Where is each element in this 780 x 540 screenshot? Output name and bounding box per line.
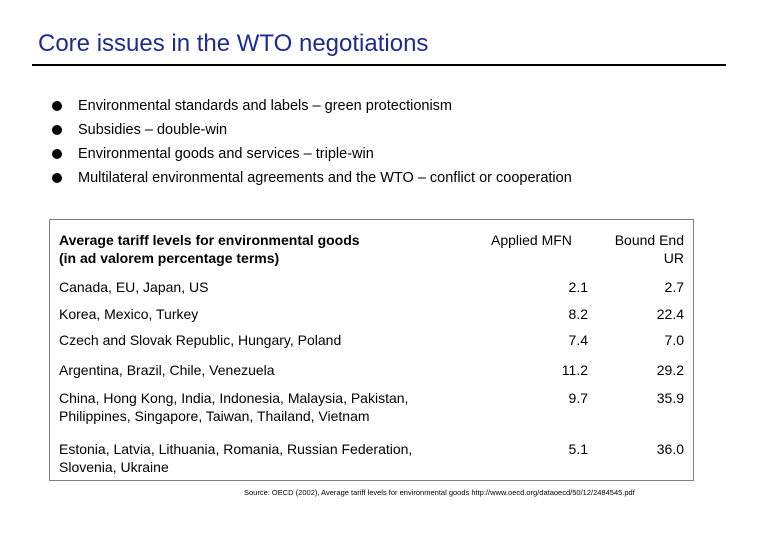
bullet-dot-icon xyxy=(52,149,62,159)
row-label-line1: Estonia, Latvia, Lithuania, Romania, Rus… xyxy=(59,441,413,457)
header-label-line1: Average tariff levels for environmental … xyxy=(59,232,360,248)
table-row-label: Korea, Mexico, Turkey xyxy=(59,306,199,322)
table-row-label: Argentina, Brazil, Chile, Venezuela xyxy=(59,362,275,378)
source-note: Source: OECD (2002), Average tariff leve… xyxy=(244,488,635,497)
page-title: Core issues in the WTO negotiations xyxy=(38,30,429,57)
table-header-applied-mfn: Applied MFN xyxy=(491,232,572,248)
table-row-label: Czech and Slovak Republic, Hungary, Pola… xyxy=(59,332,342,348)
table-header-bound-end-ur: Bound End UR xyxy=(600,231,684,267)
table-cell-mfn: 9.7 xyxy=(568,390,588,406)
table-row-label: Canada, EU, Japan, US xyxy=(59,279,209,295)
table-cell-bound: 22.4 xyxy=(656,306,684,322)
table-cell-mfn: 7.4 xyxy=(568,332,588,348)
row-label-line2: Philippines, Singapore, Taiwan, Thailand… xyxy=(59,408,370,424)
table-cell-mfn: 11.2 xyxy=(561,362,588,378)
table-cell-bound: 7.0 xyxy=(664,332,684,348)
bullet-dot-icon xyxy=(52,173,62,183)
header-label-line2: (in ad valorem percentage terms) xyxy=(59,250,280,266)
table-cell-mfn: 5.1 xyxy=(568,441,588,457)
table-cell-bound: 29.2 xyxy=(656,362,684,378)
row-label-line1: China, Hong Kong, India, Indonesia, Mala… xyxy=(59,390,409,406)
table-row-label: China, Hong Kong, India, Indonesia, Mala… xyxy=(59,389,408,425)
bullet-text: Multilateral environmental agreements an… xyxy=(78,170,572,186)
title-divider xyxy=(32,64,726,66)
table-cell-mfn: 8.2 xyxy=(568,306,588,322)
bullet-text: Subsidies – double-win xyxy=(78,122,228,138)
bullet-dot-icon xyxy=(52,125,62,135)
bullet-text: Environmental standards and labels – gre… xyxy=(78,98,452,114)
table-cell-bound: 35.9 xyxy=(656,390,684,406)
header-bound-line1: Bound End xyxy=(614,232,684,248)
bullet-text: Environmental goods and services – tripl… xyxy=(78,146,374,162)
header-bound-line2: UR xyxy=(663,250,684,266)
table-header-label: Average tariff levels for environmental … xyxy=(59,231,360,267)
bullet-dot-icon xyxy=(52,101,62,111)
tariff-table: Average tariff levels for environmental … xyxy=(49,219,694,481)
table-cell-mfn: 2.1 xyxy=(568,279,588,295)
row-label-line2: Slovenia, Ukraine xyxy=(59,459,169,475)
table-cell-bound: 36.0 xyxy=(656,441,684,457)
table-row-label: Estonia, Latvia, Lithuania, Romania, Rus… xyxy=(59,440,412,476)
table-cell-bound: 2.7 xyxy=(664,279,684,295)
